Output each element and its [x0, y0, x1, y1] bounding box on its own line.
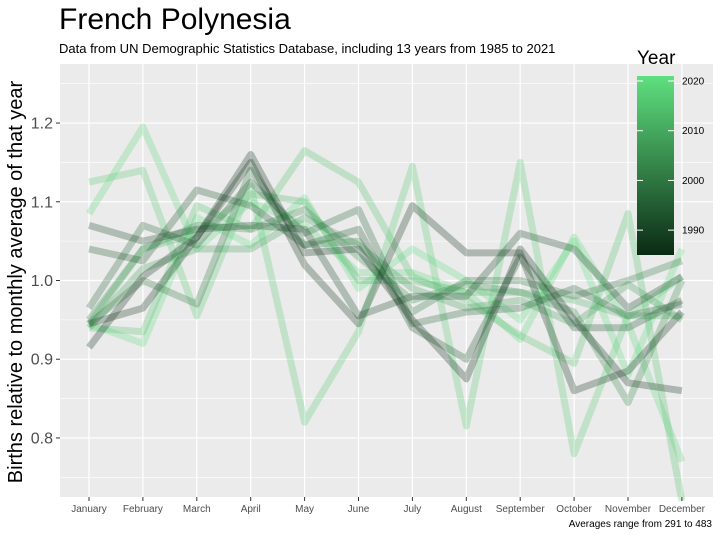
legend-labels: 1990 2000 2010 2020 — [637, 76, 705, 237]
chart-subtitle: Data from UN Demographic Statistics Data… — [59, 41, 556, 56]
series-line-1996 — [86, 178, 683, 328]
x-tick-label: April — [241, 504, 261, 515]
legend-colorbar — [637, 76, 674, 255]
legend-label: 2000 — [682, 176, 705, 187]
x-tick-label: August — [451, 504, 482, 515]
legend-label: 2020 — [682, 76, 705, 87]
series-line-1993 — [88, 186, 684, 363]
x-tick-label: May — [295, 504, 314, 515]
series-lines — [86, 123, 686, 502]
chart-title: French Polynesia — [59, 3, 291, 36]
series-line-2000 — [86, 166, 684, 327]
series-line-2019 — [86, 123, 686, 463]
y-axis-ticks: 0.8 0.9 1.0 1.1 1.2 — [31, 116, 60, 447]
y-tick-label: 0.9 — [31, 352, 53, 369]
series-line-1990 — [88, 221, 684, 320]
y-tick-label: 1.1 — [31, 194, 53, 211]
series-line-2015 — [88, 147, 686, 502]
x-tick-label: January — [71, 504, 107, 515]
x-tick-label: October — [556, 504, 592, 515]
y-tick-label: 1.0 — [31, 273, 53, 290]
x-tick-label: February — [123, 504, 163, 515]
x-tick-label: July — [404, 504, 422, 515]
legend-title: Year — [637, 48, 676, 69]
series-line-1987 — [88, 158, 685, 395]
legend: Year 1990 2000 2010 2020 — [637, 48, 705, 255]
x-tick-label: March — [183, 504, 211, 515]
series-line-1985 — [86, 151, 683, 395]
legend-label: 2010 — [682, 126, 705, 137]
gridlines — [60, 64, 713, 497]
series-line-2021 — [87, 194, 686, 379]
y-tick-label: 0.8 — [31, 430, 53, 447]
series-line-2008 — [86, 214, 684, 331]
series-line-2017 — [88, 158, 684, 458]
x-tick-label: June — [348, 504, 370, 515]
y-tick-label: 1.2 — [31, 116, 53, 133]
x-axis-ticks: January February March April May June July Augu… — [71, 497, 706, 515]
legend-label: 1990 — [682, 226, 705, 237]
y-axis-title: Births relative to monthly average of th… — [5, 80, 27, 483]
series-line-2012 — [86, 190, 682, 326]
x-tick-label: September — [496, 504, 546, 515]
x-tick-label: November — [605, 504, 652, 515]
x-tick-label: December — [659, 504, 706, 515]
chart-caption: Averages range from 291 to 483 — [568, 519, 712, 530]
series-line-2004 — [86, 206, 686, 406]
